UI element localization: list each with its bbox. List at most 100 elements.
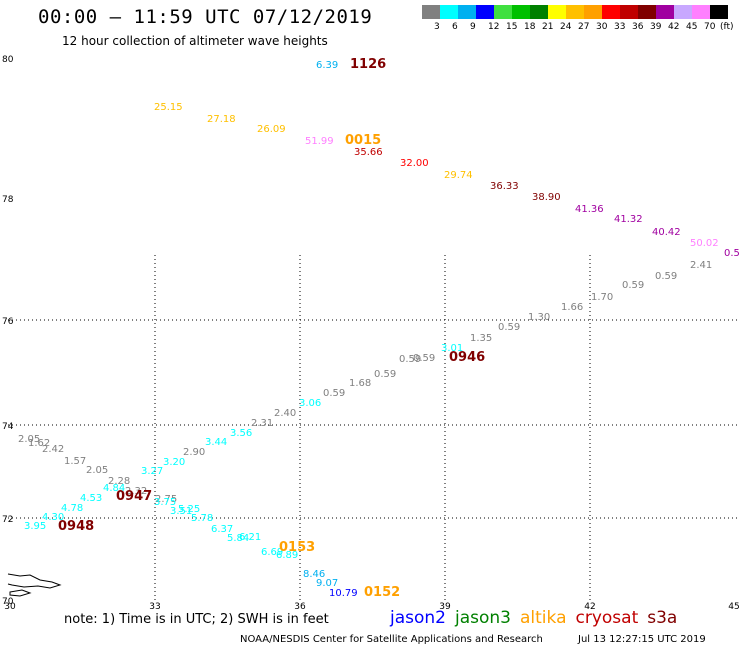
colorbar-swatch: [584, 5, 602, 19]
colorbar-tick-label: 18: [524, 22, 536, 32]
colorbar-tick-label: 3: [434, 22, 440, 32]
coastline-island: [9, 589, 32, 597]
wave-height-label: 0.59: [498, 322, 520, 333]
legend-s3a: s3a: [647, 608, 678, 628]
latitude-label: 76: [2, 317, 14, 327]
wave-height-label: 5.78: [191, 513, 213, 524]
colorbar-swatch: [512, 5, 530, 19]
wave-height-label: 3.51: [170, 506, 192, 517]
wave-height-label: 6.39: [316, 60, 338, 71]
wave-height-label: 1.57: [64, 456, 86, 467]
wave-height-label: 0.59: [399, 354, 421, 365]
legend-cryosat: cryosat: [575, 608, 639, 628]
colorbar-tick-label: 39: [650, 22, 662, 32]
pass-time-label: 0153: [279, 540, 315, 555]
wave-height-label: 5.25: [178, 504, 200, 515]
pass-time-label: 0948: [58, 519, 94, 534]
wave-height-label: 3.75: [154, 497, 176, 508]
wave-height-label: 6.37: [211, 524, 233, 535]
wave-height-label: 2.05: [86, 465, 108, 476]
wave-height-label: 25.15: [154, 102, 183, 113]
wave-height-label: 2.05: [18, 434, 40, 445]
wave-height-label: 51.99: [305, 136, 334, 147]
colorbar-tick-label: 42: [668, 22, 680, 32]
wave-height-label: 1.30: [528, 312, 550, 323]
note-text: note: 1) Time is in UTC; 2) SWH is in fe…: [64, 612, 329, 627]
colorbar-tick-label: 9: [470, 22, 476, 32]
wave-height-label: 29.74: [444, 170, 473, 181]
legend-jason2: jason2: [390, 608, 446, 628]
colorbar-tick-label: 70: [704, 22, 716, 32]
pass-time-label: 1126: [350, 57, 386, 72]
map-title: 00:00 – 11:59 UTC 07/12/2019: [38, 6, 373, 28]
colorbar-tick-label: 12: [488, 22, 500, 32]
legend-altika: altika: [520, 608, 567, 628]
colorbar-swatch: [494, 5, 512, 19]
longitude-label: 42: [584, 602, 595, 612]
wave-height-label: 3.01: [441, 343, 463, 354]
wave-height-label: 4.30: [42, 512, 64, 523]
wave-height-label: 2.28: [108, 476, 130, 487]
map-subtitle: 12 hour collection of altimeter wave hei…: [62, 34, 328, 48]
wave-height-label: 3.95: [24, 521, 46, 532]
wave-height-label: 3.56: [230, 428, 252, 439]
wave-height-label: 1.70: [591, 292, 613, 303]
latitude-label: 80: [2, 55, 14, 65]
colorbar-swatch: [476, 5, 494, 19]
wave-height-label: 9.07: [316, 578, 338, 589]
wave-height-label: 2.40: [274, 408, 296, 419]
colorbar-swatch: [566, 5, 584, 19]
latitude-label: 74: [2, 422, 14, 432]
colorbar-tick-label: 15: [506, 22, 518, 32]
longitude-label: 33: [149, 602, 160, 612]
wave-height-label: 0.59: [413, 353, 435, 364]
wave-height-label: 3.06: [299, 398, 321, 409]
colorbar-tick-label: 21: [542, 22, 554, 32]
colorbar-tick-label: 6: [452, 22, 458, 32]
longitude-label: 36: [294, 602, 306, 612]
wave-height-label: 6.21: [239, 532, 261, 543]
wave-height-label: 1.68: [349, 378, 371, 389]
wave-height-label: 5.84: [227, 533, 249, 544]
wave-height-label: 3.27: [141, 466, 163, 477]
wave-height-label: 41.32: [614, 214, 643, 225]
wave-height-label: 27.18: [207, 114, 236, 125]
wave-height-label: 40.42: [652, 227, 681, 238]
colorbar-tick-label: 30: [596, 22, 608, 32]
legend-jason3: jason3: [455, 608, 511, 628]
colorbar-swatch: [710, 5, 728, 19]
longitude-label: 45: [728, 602, 739, 612]
colorbar-swatch: [422, 5, 440, 19]
wave-height-label: 3.44: [205, 437, 227, 448]
wave-height-label: 4.78: [61, 503, 83, 514]
wave-height-label: 36.33: [490, 181, 519, 192]
pass-time-label: 0946: [449, 350, 485, 365]
colorbar-tick-label: 24: [560, 22, 572, 32]
colorbar-tick-label: 45: [686, 22, 698, 32]
lat-lon-grid: [8, 255, 740, 600]
wave-height-label: 3.20: [163, 457, 185, 468]
credit-timestamp: Jul 13 12:27:15 UTC 2019: [578, 634, 706, 645]
credit-text: NOAA/NESDIS Center for Satellite Applica…: [240, 634, 543, 645]
colorbar-tick-label: 33: [614, 22, 626, 32]
wave-height-label: 35.66: [354, 147, 383, 158]
wave-height-label: 0.59: [374, 369, 396, 380]
wave-height-label: 32.00: [400, 158, 429, 169]
wave-height-label: 1.35: [470, 333, 492, 344]
wave-height-label: 0.59: [622, 280, 644, 291]
pass-time-label: 0152: [364, 585, 400, 600]
colorbar-swatch: [530, 5, 548, 19]
wave-height-label: 8.46: [303, 569, 325, 580]
wave-height-label: 1.62: [28, 438, 50, 449]
wave-height-label: 2.42: [42, 444, 64, 455]
colorbar-tick-label: 36: [632, 22, 644, 32]
coastline: [7, 573, 62, 597]
colorbar: [422, 5, 728, 19]
latitude-label: 72: [2, 515, 13, 525]
wave-height-label: 0.5: [724, 248, 740, 259]
colorbar-swatch: [602, 5, 620, 19]
wave-height-label: 2.31: [251, 418, 273, 429]
colorbar-swatch: [620, 5, 638, 19]
